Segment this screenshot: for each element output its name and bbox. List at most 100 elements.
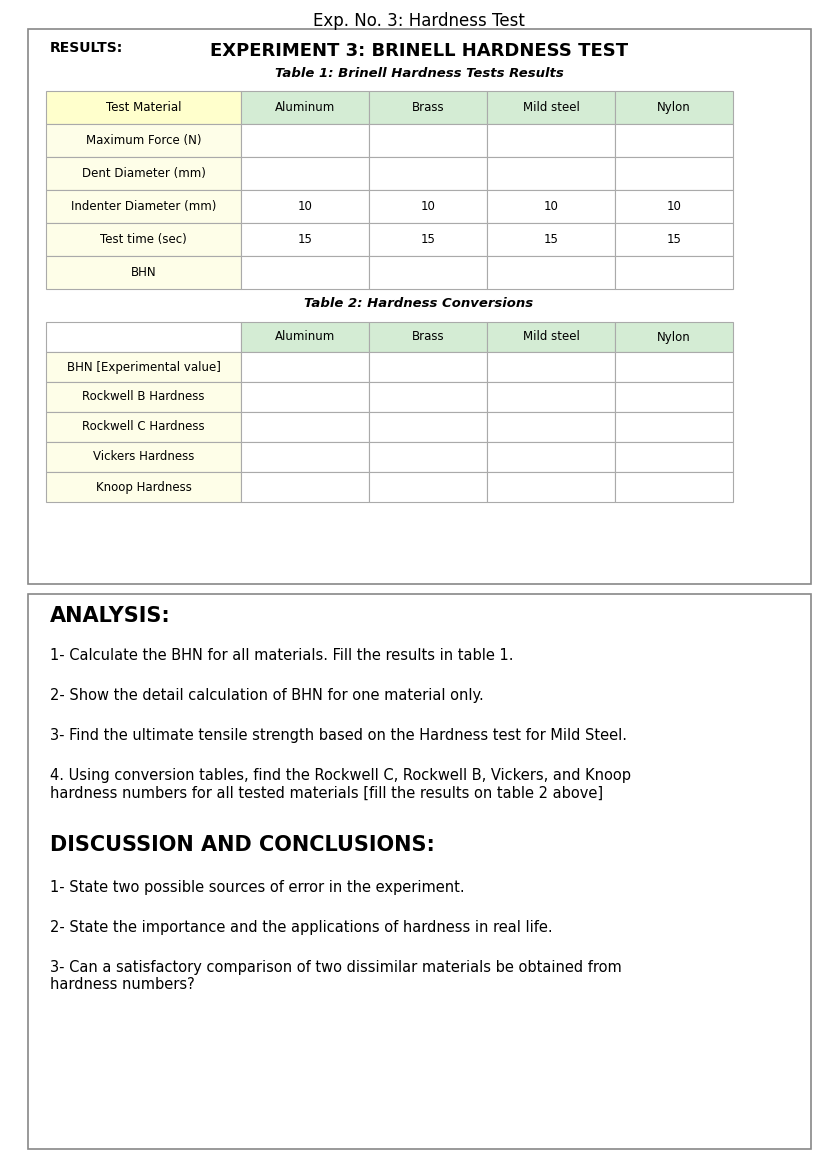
FancyBboxPatch shape [28, 29, 811, 583]
FancyBboxPatch shape [615, 124, 733, 157]
FancyBboxPatch shape [46, 92, 241, 124]
Text: 10: 10 [420, 200, 435, 212]
FancyBboxPatch shape [369, 472, 487, 502]
Text: Indenter Diameter (mm): Indenter Diameter (mm) [70, 200, 216, 212]
FancyBboxPatch shape [241, 472, 369, 502]
FancyBboxPatch shape [241, 223, 369, 256]
FancyBboxPatch shape [487, 124, 615, 157]
FancyBboxPatch shape [487, 190, 615, 223]
Text: Table 2: Hardness Conversions: Table 2: Hardness Conversions [305, 297, 534, 310]
FancyBboxPatch shape [487, 352, 615, 382]
FancyBboxPatch shape [241, 412, 369, 441]
Text: Exp. No. 3: Hardness Test: Exp. No. 3: Hardness Test [313, 12, 525, 31]
FancyBboxPatch shape [615, 382, 733, 412]
Text: Rockwell C Hardness: Rockwell C Hardness [82, 420, 205, 433]
FancyBboxPatch shape [369, 256, 487, 289]
FancyBboxPatch shape [241, 441, 369, 472]
FancyBboxPatch shape [46, 223, 241, 256]
Text: Test time (sec): Test time (sec) [100, 232, 187, 247]
Text: ANALYSIS:: ANALYSIS: [50, 606, 171, 626]
FancyBboxPatch shape [369, 223, 487, 256]
FancyBboxPatch shape [615, 412, 733, 441]
Text: 1- Calculate the BHN for all materials. Fill the results in table 1.: 1- Calculate the BHN for all materials. … [50, 648, 513, 663]
Text: Dent Diameter (mm): Dent Diameter (mm) [81, 167, 206, 180]
FancyBboxPatch shape [46, 322, 241, 352]
FancyBboxPatch shape [615, 157, 733, 190]
FancyBboxPatch shape [46, 382, 241, 412]
FancyBboxPatch shape [369, 92, 487, 124]
FancyBboxPatch shape [369, 382, 487, 412]
Text: Aluminum: Aluminum [275, 331, 335, 344]
FancyBboxPatch shape [369, 441, 487, 472]
FancyBboxPatch shape [615, 352, 733, 382]
Text: Rockwell B Hardness: Rockwell B Hardness [82, 391, 205, 404]
Text: 10: 10 [298, 200, 312, 212]
FancyBboxPatch shape [487, 223, 615, 256]
FancyBboxPatch shape [369, 190, 487, 223]
Text: 2- Show the detail calculation of BHN for one material only.: 2- Show the detail calculation of BHN fo… [50, 688, 484, 703]
Text: 15: 15 [420, 232, 435, 247]
Text: 15: 15 [544, 232, 559, 247]
FancyBboxPatch shape [241, 256, 369, 289]
Text: Nylon: Nylon [657, 101, 690, 114]
Text: Vickers Hardness: Vickers Hardness [93, 451, 194, 464]
Text: RESULTS:: RESULTS: [50, 41, 123, 55]
Text: DISCUSSION AND CONCLUSIONS:: DISCUSSION AND CONCLUSIONS: [50, 835, 435, 855]
Text: Maximum Force (N): Maximum Force (N) [86, 134, 201, 147]
FancyBboxPatch shape [487, 441, 615, 472]
FancyBboxPatch shape [369, 124, 487, 157]
FancyBboxPatch shape [46, 412, 241, 441]
Text: 15: 15 [298, 232, 312, 247]
Text: 15: 15 [666, 232, 681, 247]
FancyBboxPatch shape [487, 412, 615, 441]
Text: EXPERIMENT 3: BRINELL HARDNESS TEST: EXPERIMENT 3: BRINELL HARDNESS TEST [210, 42, 628, 60]
FancyBboxPatch shape [241, 190, 369, 223]
FancyBboxPatch shape [487, 322, 615, 352]
Text: Test Material: Test Material [106, 101, 181, 114]
Text: Brass: Brass [412, 101, 445, 114]
FancyBboxPatch shape [241, 157, 369, 190]
FancyBboxPatch shape [369, 322, 487, 352]
Text: 10: 10 [544, 200, 559, 212]
FancyBboxPatch shape [487, 92, 615, 124]
Text: Brass: Brass [412, 331, 445, 344]
Text: Table 1: Brinell Hardness Tests Results: Table 1: Brinell Hardness Tests Results [274, 67, 563, 80]
Text: Aluminum: Aluminum [275, 101, 335, 114]
FancyBboxPatch shape [46, 352, 241, 382]
FancyBboxPatch shape [46, 472, 241, 502]
Text: BHN: BHN [131, 266, 156, 279]
Text: Mild steel: Mild steel [523, 331, 580, 344]
Text: 10: 10 [666, 200, 681, 212]
FancyBboxPatch shape [487, 157, 615, 190]
FancyBboxPatch shape [615, 92, 733, 124]
FancyBboxPatch shape [241, 382, 369, 412]
FancyBboxPatch shape [241, 92, 369, 124]
FancyBboxPatch shape [241, 124, 369, 157]
Text: 2- State the importance and the applications of hardness in real life.: 2- State the importance and the applicat… [50, 920, 553, 935]
FancyBboxPatch shape [241, 352, 369, 382]
Text: 3- Find the ultimate tensile strength based on the Hardness test for Mild Steel.: 3- Find the ultimate tensile strength ba… [50, 728, 627, 743]
FancyBboxPatch shape [487, 472, 615, 502]
Text: Mild steel: Mild steel [523, 101, 580, 114]
Text: Knoop Hardness: Knoop Hardness [96, 480, 191, 493]
FancyBboxPatch shape [615, 322, 733, 352]
FancyBboxPatch shape [46, 256, 241, 289]
FancyBboxPatch shape [369, 352, 487, 382]
FancyBboxPatch shape [615, 190, 733, 223]
FancyBboxPatch shape [487, 256, 615, 289]
Text: Nylon: Nylon [657, 331, 690, 344]
Text: 3- Can a satisfactory comparison of two dissimilar materials be obtained from
ha: 3- Can a satisfactory comparison of two … [50, 960, 622, 992]
FancyBboxPatch shape [615, 256, 733, 289]
FancyBboxPatch shape [615, 441, 733, 472]
FancyBboxPatch shape [615, 472, 733, 502]
FancyBboxPatch shape [46, 441, 241, 472]
Text: 4. Using conversion tables, find the Rockwell C, Rockwell B, Vickers, and Knoop
: 4. Using conversion tables, find the Roc… [50, 768, 631, 801]
FancyBboxPatch shape [46, 157, 241, 190]
FancyBboxPatch shape [487, 382, 615, 412]
FancyBboxPatch shape [46, 124, 241, 157]
Text: BHN [Experimental value]: BHN [Experimental value] [66, 360, 221, 373]
FancyBboxPatch shape [615, 223, 733, 256]
FancyBboxPatch shape [369, 412, 487, 441]
FancyBboxPatch shape [241, 322, 369, 352]
FancyBboxPatch shape [46, 190, 241, 223]
